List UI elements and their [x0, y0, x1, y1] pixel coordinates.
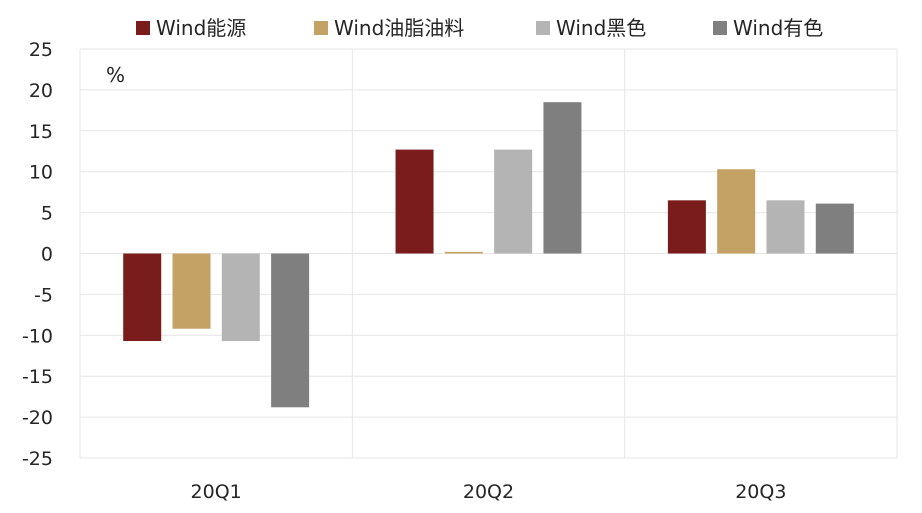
- bar: [444, 251, 483, 254]
- bar: [815, 203, 854, 254]
- legend-swatch: [136, 21, 150, 35]
- legend-label: Wind油脂油料: [334, 16, 464, 40]
- legend-label: Wind有色: [733, 16, 823, 40]
- bar: [766, 200, 805, 254]
- bar: [271, 253, 310, 408]
- legend-label: Wind黑色: [556, 16, 646, 40]
- bar: [717, 169, 756, 254]
- y-tick-label: -25: [22, 448, 53, 470]
- legend-label: Wind能源: [156, 16, 246, 40]
- y-tick-label: 20: [29, 80, 53, 102]
- y-tick-label: -15: [22, 366, 53, 388]
- y-tick-label: 25: [29, 39, 53, 61]
- y-tick-label: 0: [41, 244, 53, 266]
- y-axis-ticks: 25 20 15 10 5 0 -5 -10 -15 -20 -25: [22, 39, 53, 470]
- y-tick-label: -10: [22, 325, 53, 347]
- bar: [123, 253, 162, 342]
- bar: [395, 149, 434, 254]
- legend-item: Wind有色: [713, 16, 823, 40]
- y-tick-label: -5: [34, 284, 53, 306]
- bar: [494, 149, 533, 254]
- bars: [123, 102, 854, 408]
- legend-swatch: [713, 21, 727, 35]
- legend-swatch: [536, 21, 550, 35]
- legend: Wind能源 Wind油脂油料 Wind黑色 Wind有色: [136, 16, 823, 40]
- x-category-label: 20Q3: [735, 481, 786, 503]
- x-category-label: 20Q2: [463, 481, 514, 503]
- y-tick-label: -20: [22, 407, 53, 429]
- bar: [667, 200, 706, 254]
- x-axis-categories: 20Q1 20Q2 20Q3: [191, 481, 787, 503]
- bar: [172, 253, 211, 329]
- legend-swatch: [314, 21, 328, 35]
- legend-item: Wind能源: [136, 16, 246, 40]
- y-tick-label: 5: [41, 203, 53, 225]
- unit-label: %: [106, 63, 125, 87]
- y-tick-label: 15: [29, 121, 53, 143]
- bar: [221, 253, 260, 342]
- legend-item: Wind黑色: [536, 16, 646, 40]
- gridlines: [79, 48, 898, 459]
- bar: [543, 102, 582, 254]
- y-tick-label: 10: [29, 162, 53, 184]
- x-category-label: 20Q1: [191, 481, 242, 503]
- legend-item: Wind油脂油料: [314, 16, 464, 40]
